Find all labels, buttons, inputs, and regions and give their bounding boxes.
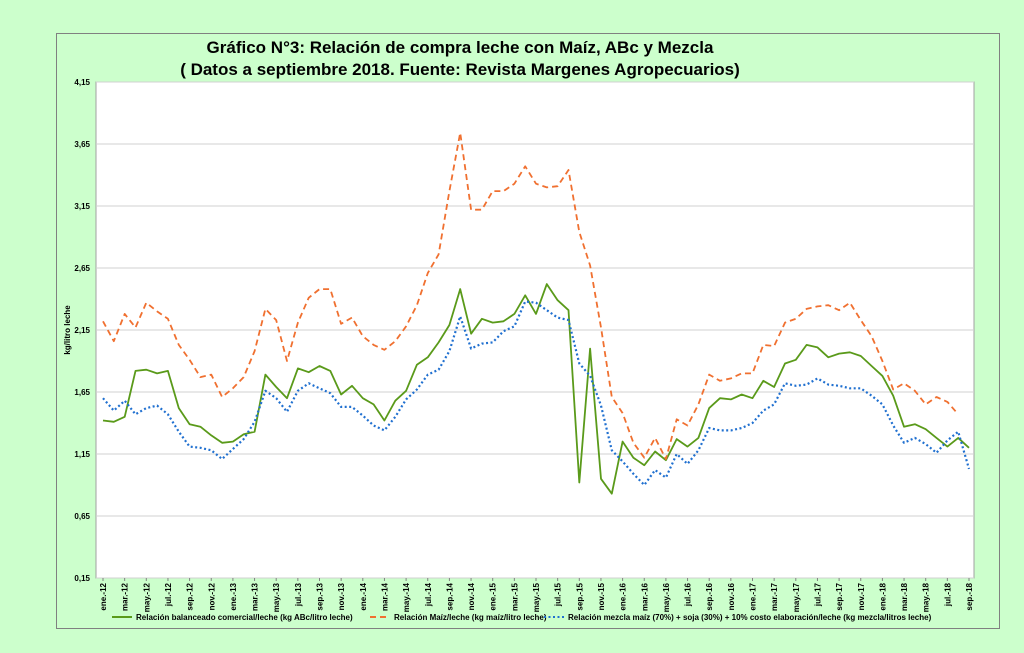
x-tick-label: may.-16 [662, 582, 671, 612]
x-tick-label: nov.-16 [727, 582, 736, 610]
y-tick-label: 1,65 [74, 388, 90, 397]
x-tick-label: ene.-12 [99, 582, 108, 610]
x-tick-label: may.-13 [272, 582, 281, 612]
x-tick-label: nov.-15 [597, 582, 606, 610]
x-tick-label: sep.-14 [445, 582, 454, 610]
x-tick-label: sep.-18 [965, 582, 974, 610]
x-tick-label: jul.-13 [294, 582, 303, 607]
y-tick-label: 2,65 [74, 264, 90, 273]
x-tick-label: ene.-16 [619, 582, 628, 610]
x-tick-label: jul.-14 [424, 582, 433, 607]
legend-label-1: Relación balanceado comercial/leche (kg … [136, 613, 353, 622]
x-tick-label: mar.-14 [380, 582, 389, 611]
y-tick-label: 3,15 [74, 202, 90, 211]
series-line-3 [102, 300, 971, 487]
x-tick-label: sep.-13 [316, 582, 325, 610]
x-tick-label: mar.-13 [251, 582, 260, 611]
y-tick-label: 0,65 [74, 512, 90, 521]
x-tick-label: jul.-17 [813, 582, 822, 607]
x-tick-label: sep.-15 [575, 582, 584, 610]
x-tick-label: ene.-13 [229, 582, 238, 610]
legend-label-3: Relación mezcla maíz (70%) + soja (30%) … [568, 613, 932, 622]
x-tick-label: sep.-16 [705, 582, 714, 610]
y-tick-label: 1,15 [74, 450, 90, 459]
x-tick-label: ene.-14 [359, 582, 368, 610]
x-tick-label: may.-15 [532, 582, 541, 612]
x-tick-label: jul.-16 [684, 582, 693, 607]
chart-subtitle: ( Datos a septiembre 2018. Fuente: Revis… [180, 60, 740, 79]
x-tick-label: jul.-12 [164, 582, 173, 607]
x-tick-label: sep.-17 [835, 582, 844, 610]
x-tick-label: mar.-15 [510, 582, 519, 611]
x-tick-label: ene.-15 [489, 582, 498, 610]
x-tick-label: may.-17 [792, 582, 801, 612]
y-tick-label: 2,15 [74, 326, 90, 335]
x-tick-label: may.-14 [402, 582, 411, 612]
y-axis-label: kg/litro leche [63, 305, 72, 355]
x-tick-label: mar.-12 [121, 582, 130, 611]
x-tick-label: jul.-15 [554, 582, 563, 607]
x-tick-label: jul.-18 [943, 582, 952, 607]
x-tick-label: may.-12 [142, 582, 151, 612]
x-tick-label: mar.-18 [900, 582, 909, 611]
chart-title: Gráfico N°3: Relación de compra leche co… [206, 38, 714, 57]
x-tick-label: may.-18 [922, 582, 931, 612]
series-line-2 [102, 131, 959, 460]
x-tick-label: ene.-18 [878, 582, 887, 610]
x-tick-label: nov.-17 [857, 582, 866, 610]
x-tick-label: ene.-17 [749, 582, 758, 610]
x-tick-label: nov.-13 [337, 582, 346, 610]
series-line-1 [102, 283, 970, 495]
x-tick-label: nov.-14 [467, 582, 476, 610]
x-tick-label: nov.-12 [207, 582, 216, 610]
y-tick-label: 3,65 [74, 140, 90, 149]
x-tick-label: mar.-16 [640, 582, 649, 611]
x-tick-label: sep.-12 [186, 582, 195, 610]
legend-label-2: Relación Maíz/leche (kg maíz/litro leche… [394, 613, 547, 622]
x-tick-label: mar.-17 [770, 582, 779, 611]
y-tick-label: 0,15 [74, 574, 90, 583]
y-tick-label: 4,15 [74, 78, 90, 87]
